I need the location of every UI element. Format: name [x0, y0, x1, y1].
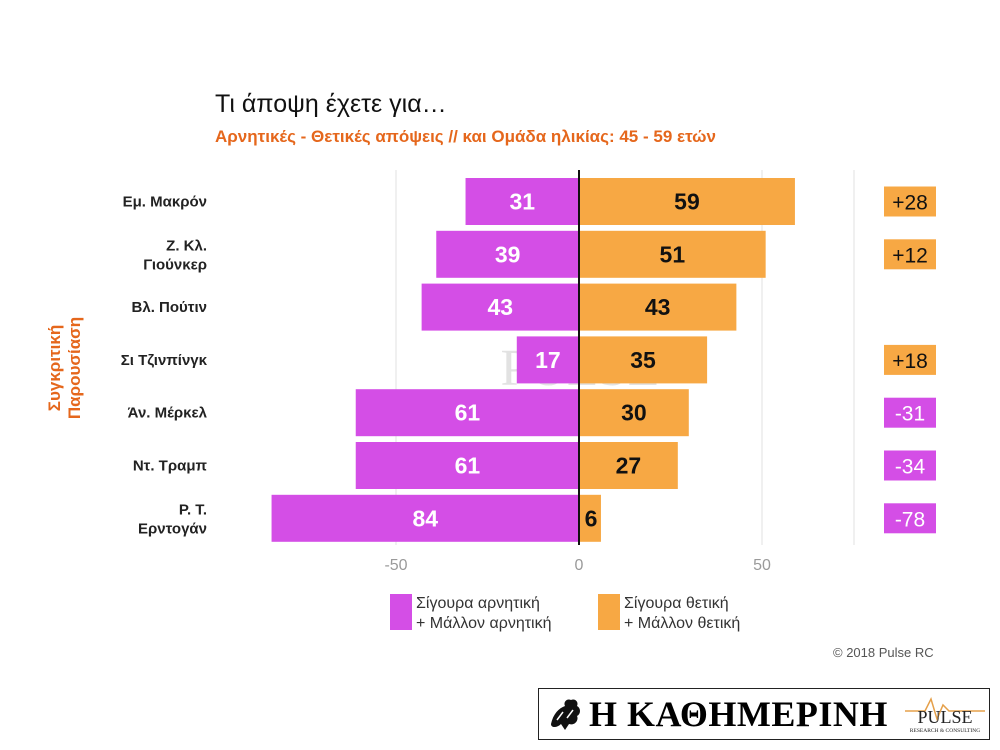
copyright-text: © 2018 Pulse RC: [833, 645, 934, 660]
difference-label: +28: [892, 192, 928, 215]
footer-banner: Η ΚΑΘΗΜΕΡΙΝΗ PULSE RESEARCH & CONSULTING: [538, 688, 990, 740]
x-tick-label: -50: [384, 557, 407, 574]
data-label-positive: 35: [630, 347, 656, 373]
bar-positive: [579, 389, 689, 437]
difference-label: -34: [895, 456, 926, 479]
page-title: Τι άποψη έχετε για…: [215, 90, 447, 118]
bar-positive: [579, 336, 708, 384]
legend-label-positive: Σίγουρα θετική + Μάλλον θετική: [624, 594, 740, 634]
legend-label-negative: Σίγουρα αρνητική + Μάλλον αρνητική: [416, 594, 552, 634]
category-label: Ρ. Τ. Ερντογάν: [138, 501, 207, 537]
legend-label-negative-line2: + Μάλλον αρνητική: [416, 615, 552, 632]
difference-label: +18: [892, 350, 928, 373]
difference-badge: [884, 344, 936, 375]
bar-positive: [579, 230, 766, 278]
bar-positive: [579, 283, 737, 331]
difference-badge: [884, 397, 936, 428]
data-label-negative: 43: [488, 294, 514, 320]
x-tick-label: 0: [575, 557, 584, 574]
pulse-logo: PULSE RESEARCH & CONSULTING: [905, 696, 985, 734]
bar-negative: [516, 336, 579, 384]
legend-label-positive-line2: + Μάλλον θετική: [624, 615, 741, 632]
newspaper-name: Η ΚΑΘΗΜΕΡΙΝΗ: [589, 694, 888, 734]
x-tick-label: 50: [753, 557, 771, 574]
data-label-negative: 31: [509, 189, 535, 215]
data-label-positive: 30: [621, 400, 647, 426]
eagle-logo-icon: [551, 699, 580, 730]
data-label-negative: 17: [535, 347, 561, 373]
legend-label-positive-line1: Σίγουρα θετική: [624, 595, 729, 612]
category-label: Σι Τζινπίνγκ: [121, 352, 208, 369]
chart-subtitle: Αρνητικές - Θετικές απόψεις // και Ομάδα…: [215, 127, 716, 146]
category-label: Βλ. Πούτιν: [132, 299, 207, 316]
pulse-logo-subtext: RESEARCH & CONSULTING: [910, 728, 980, 734]
data-label-negative: 61: [455, 453, 481, 479]
data-label-positive: 59: [674, 189, 700, 215]
legend-swatch-positive: [598, 594, 620, 630]
category-label: Εμ. Μακρόν: [123, 194, 207, 211]
data-label-negative: 84: [412, 505, 438, 531]
data-label-positive: 51: [660, 241, 686, 267]
bar-negative: [355, 389, 579, 437]
category-label: Άν. Μέρκελ: [128, 405, 208, 422]
difference-badge: [884, 503, 936, 534]
data-label-negative: 61: [455, 400, 481, 426]
bar-negative: [421, 283, 579, 331]
difference-badge: [884, 450, 936, 481]
difference-badge: [884, 186, 936, 217]
bar-negative: [465, 178, 579, 225]
legend-label-negative-line1: Σίγουρα αρνητική: [416, 595, 540, 612]
data-label-positive: 6: [585, 505, 598, 531]
bar-positive: [579, 178, 795, 225]
bar-positive: [579, 442, 678, 489]
legend-swatch-negative: [390, 594, 412, 630]
bar-positive: [579, 494, 601, 542]
bar-negative: [271, 494, 579, 542]
difference-label: +12: [892, 244, 928, 267]
pulse-logo-text: PULSE: [917, 707, 972, 727]
category-label: Ντ. Τραμπ: [133, 458, 208, 475]
difference-label: -78: [895, 508, 925, 531]
data-label-negative: 39: [495, 241, 521, 267]
category-label: Ζ. Κλ. Γιούνκερ: [143, 237, 207, 273]
data-label-positive: 43: [645, 294, 671, 320]
data-label-positive: 27: [616, 453, 642, 479]
difference-label: -31: [895, 403, 925, 426]
bar-negative: [436, 230, 579, 278]
bar-negative: [355, 442, 579, 489]
difference-badge: [884, 239, 936, 270]
